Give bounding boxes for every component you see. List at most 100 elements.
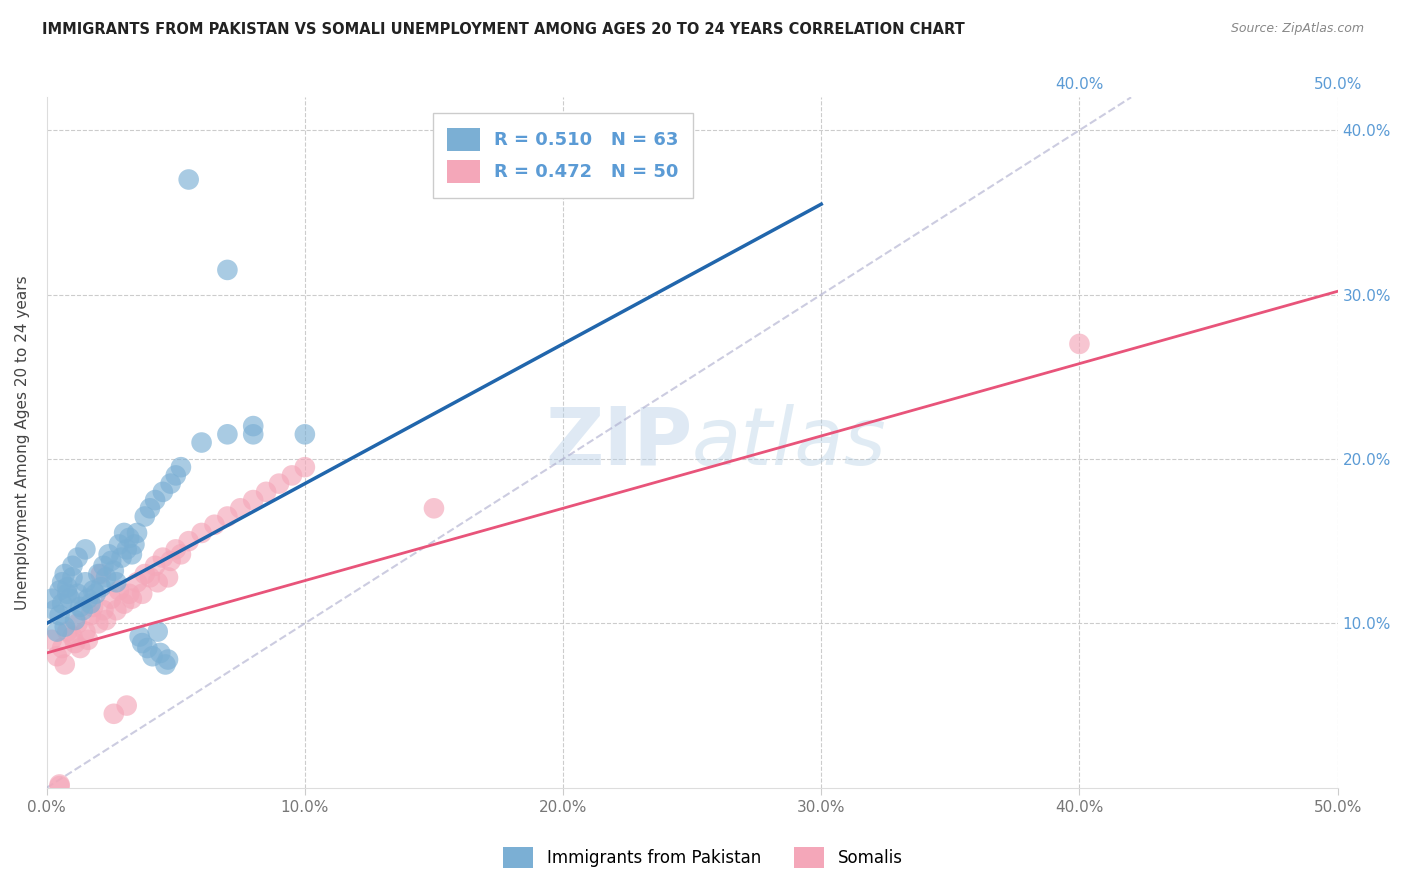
Point <box>152 484 174 499</box>
Point <box>136 640 159 655</box>
Point <box>1069 337 1091 351</box>
Point <box>46 624 69 639</box>
Point <box>82 599 104 614</box>
Point <box>48 777 70 791</box>
Point <box>90 580 112 594</box>
Point <box>69 640 91 655</box>
Point <box>108 583 131 598</box>
Text: IMMIGRANTS FROM PAKISTAN VS SOMALI UNEMPLOYMENT AMONG AGES 20 TO 24 YEARS CORREL: IMMIGRANTS FROM PAKISTAN VS SOMALI UNEMP… <box>42 22 965 37</box>
Point <box>267 476 290 491</box>
Point <box>157 652 180 666</box>
Point <box>170 547 193 561</box>
Point <box>59 591 82 606</box>
Point <box>100 591 122 606</box>
Point <box>105 575 128 590</box>
Point <box>75 542 97 557</box>
Point <box>217 427 239 442</box>
Point <box>121 591 143 606</box>
Point <box>165 468 187 483</box>
Point <box>139 501 162 516</box>
Point <box>41 632 63 647</box>
Point <box>242 427 264 442</box>
Point <box>146 575 169 590</box>
Point <box>79 597 101 611</box>
Point <box>51 640 73 655</box>
Point <box>143 558 166 573</box>
Point <box>294 427 316 442</box>
Point <box>93 603 115 617</box>
Point <box>69 599 91 614</box>
Text: atlas: atlas <box>692 403 887 482</box>
Point <box>294 460 316 475</box>
Point <box>48 608 70 623</box>
Point <box>94 570 117 584</box>
Point <box>118 587 141 601</box>
Point <box>75 575 97 590</box>
Point <box>53 620 76 634</box>
Point <box>82 583 104 598</box>
Legend: R = 0.510   N = 63, R = 0.472   N = 50: R = 0.510 N = 63, R = 0.472 N = 50 <box>433 113 693 197</box>
Point <box>51 575 73 590</box>
Point <box>90 567 112 582</box>
Point <box>131 636 153 650</box>
Point <box>124 537 146 551</box>
Point <box>177 534 200 549</box>
Point <box>242 419 264 434</box>
Point <box>87 616 110 631</box>
Point <box>46 649 69 664</box>
Point <box>134 567 156 582</box>
Point <box>97 547 120 561</box>
Point <box>41 591 63 606</box>
Point <box>141 649 163 664</box>
Point <box>146 624 169 639</box>
Point <box>139 570 162 584</box>
Point <box>112 597 135 611</box>
Point <box>77 632 100 647</box>
Point <box>155 657 177 672</box>
Point <box>190 435 212 450</box>
Point <box>108 537 131 551</box>
Point <box>63 636 86 650</box>
Point <box>62 570 84 584</box>
Point <box>56 580 79 594</box>
Point <box>143 493 166 508</box>
Point <box>56 624 79 639</box>
Point <box>63 613 86 627</box>
Point <box>75 624 97 639</box>
Point <box>159 476 181 491</box>
Point <box>159 554 181 568</box>
Point <box>217 509 239 524</box>
Point <box>79 608 101 623</box>
Point <box>53 657 76 672</box>
Point <box>115 542 138 557</box>
Point <box>190 525 212 540</box>
Point <box>62 630 84 644</box>
Point <box>157 570 180 584</box>
Point <box>87 567 110 582</box>
Point <box>56 587 79 601</box>
Point <box>125 525 148 540</box>
Point <box>134 509 156 524</box>
Point <box>170 460 193 475</box>
Point <box>177 172 200 186</box>
Legend: Immigrants from Pakistan, Somalis: Immigrants from Pakistan, Somalis <box>496 840 910 875</box>
Point <box>84 587 107 601</box>
Point <box>77 591 100 606</box>
Point <box>103 706 125 721</box>
Point <box>93 558 115 573</box>
Point <box>423 501 446 516</box>
Point <box>103 564 125 578</box>
Point <box>44 603 66 617</box>
Text: Source: ZipAtlas.com: Source: ZipAtlas.com <box>1230 22 1364 36</box>
Text: ZIP: ZIP <box>546 403 692 482</box>
Point <box>118 531 141 545</box>
Point <box>204 517 226 532</box>
Point <box>62 558 84 573</box>
Point <box>281 468 304 483</box>
Point <box>66 616 89 631</box>
Point <box>53 567 76 582</box>
Point <box>51 597 73 611</box>
Point <box>149 646 172 660</box>
Y-axis label: Unemployment Among Ages 20 to 24 years: Unemployment Among Ages 20 to 24 years <box>15 276 30 610</box>
Point <box>131 587 153 601</box>
